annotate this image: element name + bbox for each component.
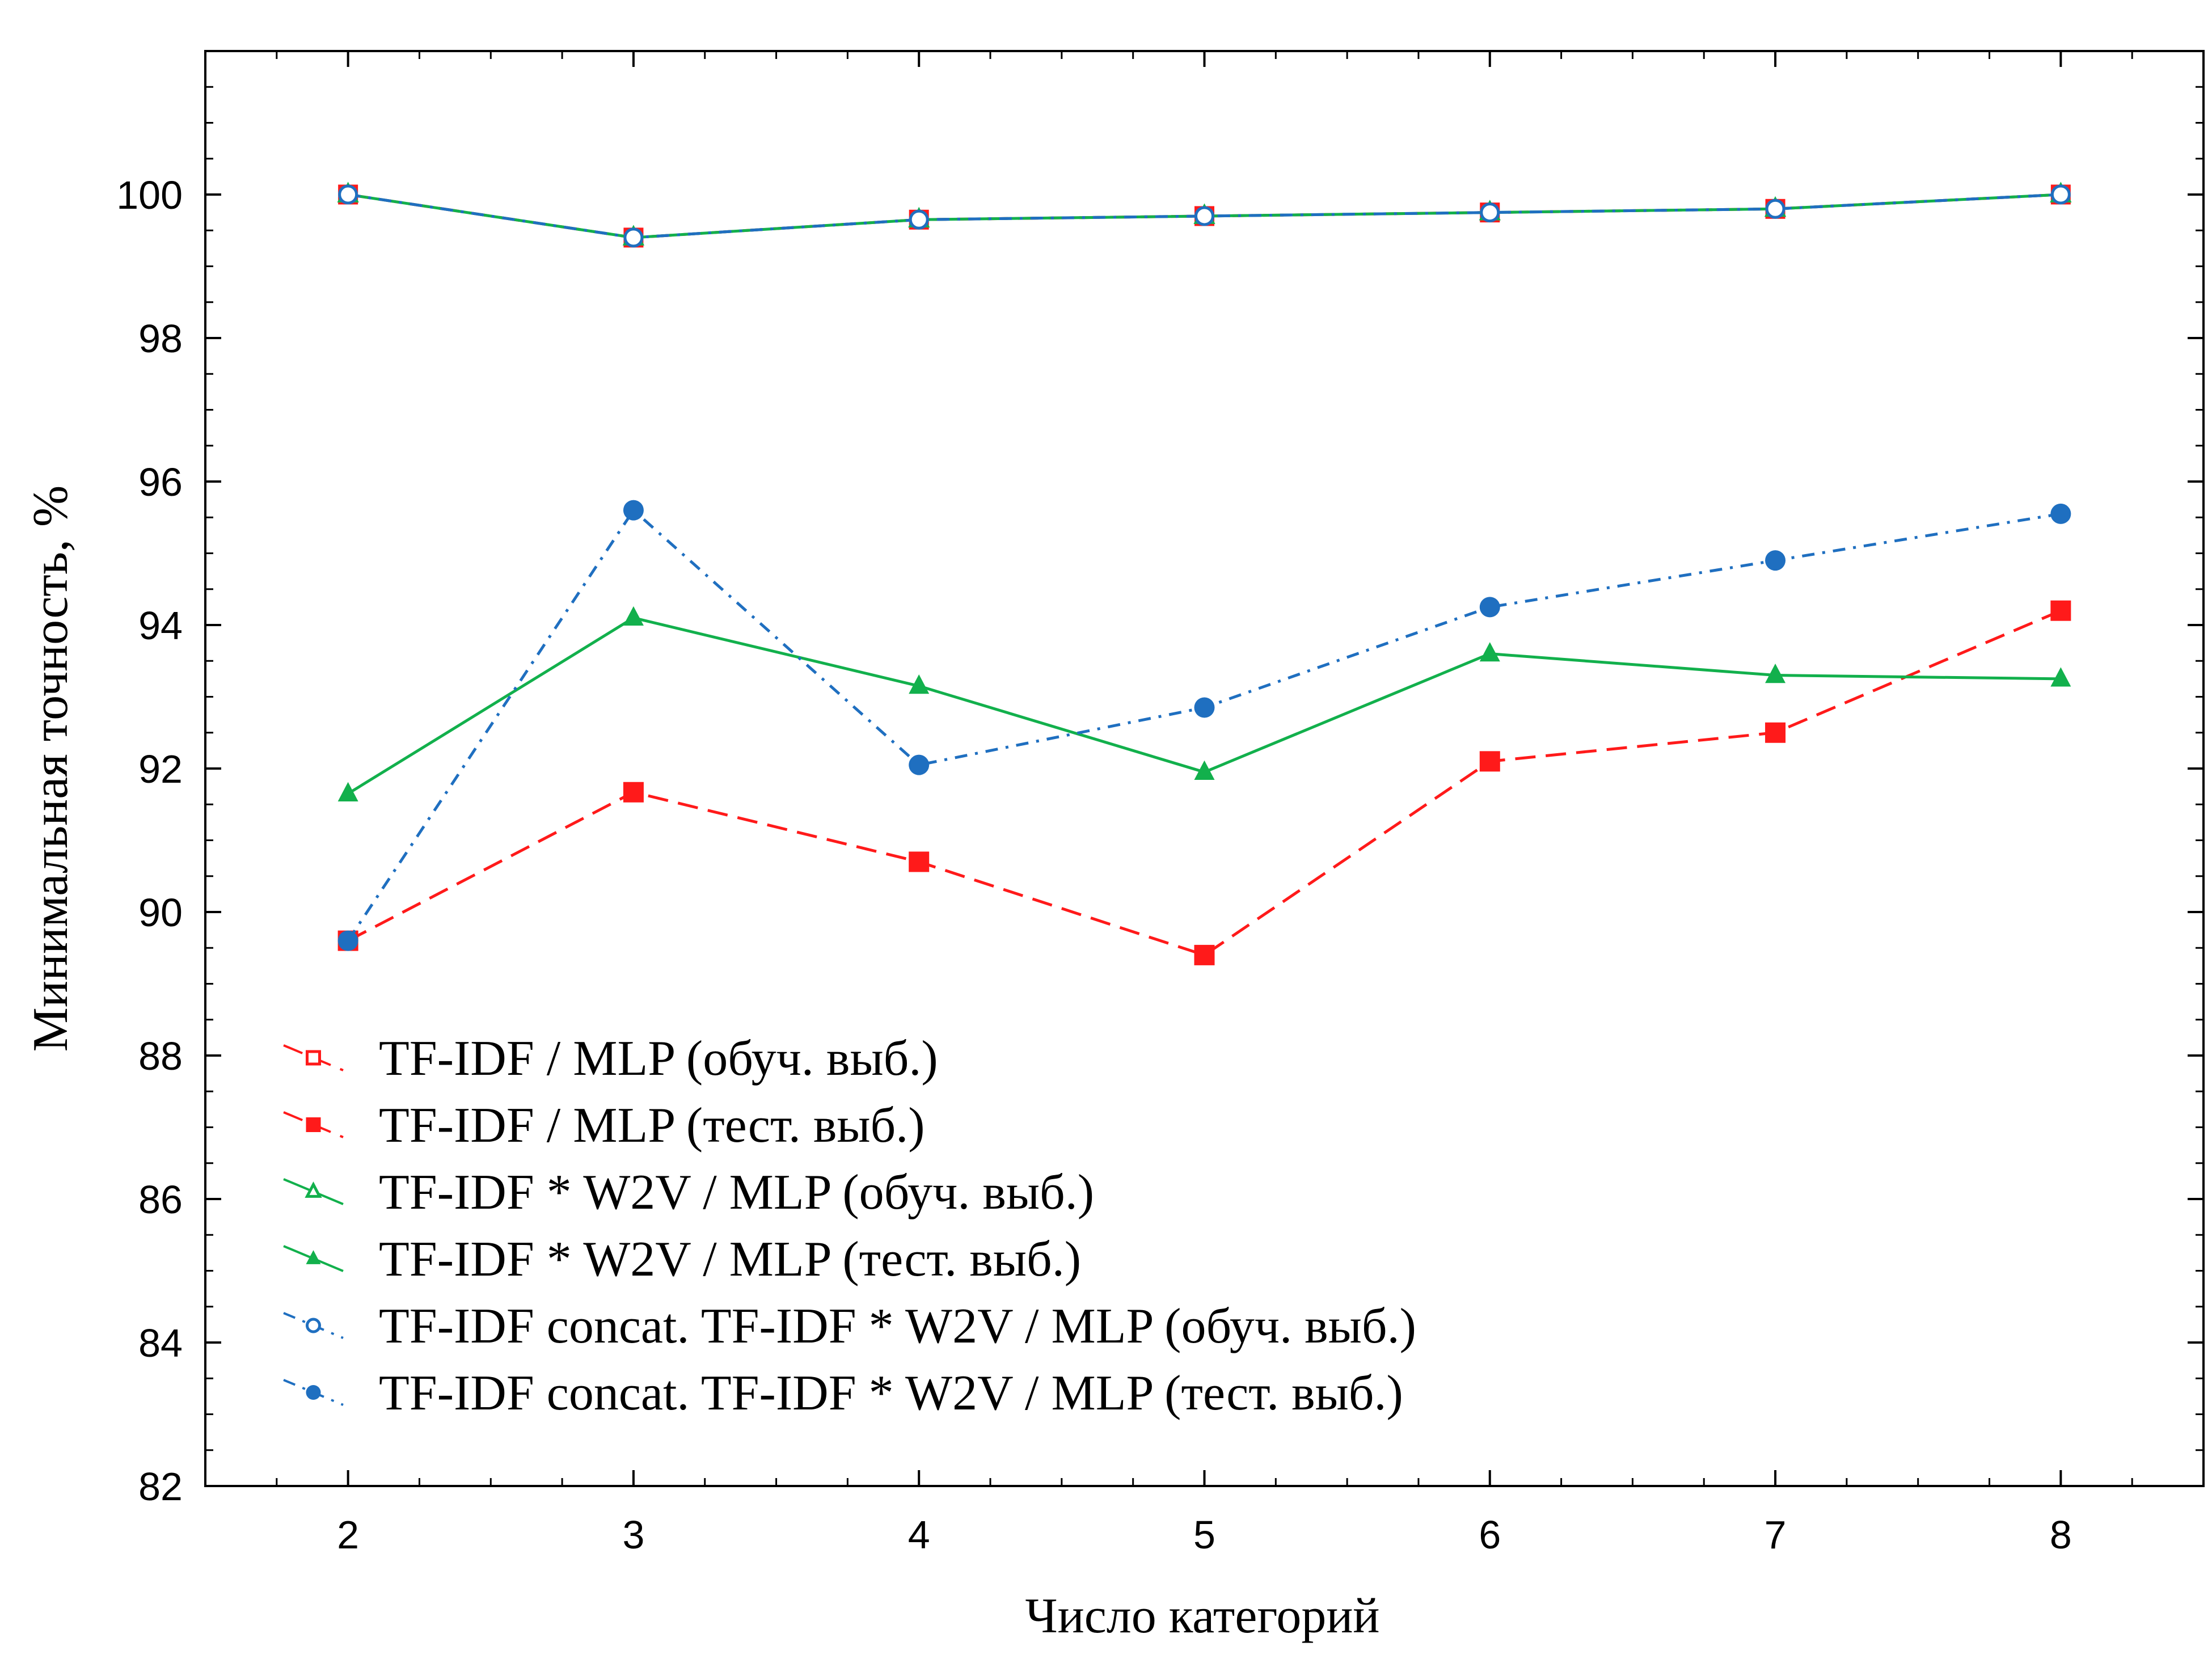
x-tick-label: 8 bbox=[2050, 1513, 2072, 1557]
series-5 bbox=[338, 184, 2071, 248]
legend-marker bbox=[306, 1318, 321, 1333]
data-point bbox=[338, 184, 358, 205]
legend-item: TF-IDF concat. TF-IDF * W2V / MLP (обуч.… bbox=[283, 1299, 1416, 1354]
y-tick-label: 84 bbox=[138, 1321, 183, 1365]
data-point bbox=[623, 227, 644, 248]
legend-label: TF-IDF concat. TF-IDF * W2V / MLP (обуч.… bbox=[379, 1299, 1416, 1354]
legend-label: TF-IDF * W2V / MLP (обуч. выб.) bbox=[379, 1165, 1094, 1220]
data-point bbox=[1479, 642, 1500, 662]
data-point bbox=[337, 930, 358, 951]
x-tick-label: 3 bbox=[622, 1513, 644, 1557]
minor-ticks bbox=[204, 51, 2205, 1486]
y-axis-title: Минимальная точность, % bbox=[23, 486, 78, 1052]
data-point bbox=[623, 782, 644, 803]
y-tick-label: 90 bbox=[138, 890, 183, 935]
legend: TF-IDF / MLP (обуч. выб.) TF-IDF / MLP (т… bbox=[283, 1031, 1416, 1421]
data-point bbox=[1765, 550, 1786, 571]
y-tick-label: 96 bbox=[138, 460, 183, 504]
x-tick-label: 6 bbox=[1479, 1513, 1501, 1557]
data-point bbox=[1479, 751, 1500, 772]
data-point bbox=[2050, 667, 2071, 687]
y-tick-label: 92 bbox=[138, 747, 183, 791]
legend-label: TF-IDF concat. TF-IDF * W2V / MLP (тест.… bbox=[379, 1366, 1403, 1421]
x-tick-label: 5 bbox=[1193, 1513, 1215, 1557]
series-4 bbox=[337, 606, 2071, 801]
series-2 bbox=[337, 600, 2071, 965]
data-point bbox=[909, 754, 930, 775]
data-point bbox=[2050, 600, 2071, 621]
data-point bbox=[337, 782, 358, 801]
x-tick-label: 2 bbox=[337, 1513, 359, 1557]
data-point bbox=[909, 209, 929, 230]
data-point bbox=[1194, 944, 1215, 965]
y-axis: 82 84 86 88 90 92 94 96 98 100 bbox=[116, 173, 2203, 1509]
data-point bbox=[623, 500, 644, 521]
legend-item: TF-IDF * W2V / MLP (обуч. выб.) bbox=[283, 1165, 1094, 1220]
data-point bbox=[1480, 202, 1500, 223]
y-tick-label: 88 bbox=[138, 1034, 183, 1078]
legend-marker bbox=[306, 1250, 321, 1264]
data-point bbox=[623, 606, 644, 626]
data-point bbox=[1765, 199, 1785, 219]
legend-item: TF-IDF concat. TF-IDF * W2V / MLP (тест.… bbox=[283, 1366, 1403, 1421]
legend-item: TF-IDF * W2V / MLP (тест. выб.) bbox=[283, 1232, 1081, 1287]
data-point bbox=[1479, 597, 1500, 618]
legend-item: TF-IDF / MLP (тест. выб.) bbox=[283, 1098, 925, 1153]
legend-item: TF-IDF / MLP (обуч. выб.) bbox=[283, 1031, 938, 1086]
data-point bbox=[909, 674, 930, 694]
data-point bbox=[1765, 664, 1786, 683]
data-point bbox=[2050, 184, 2071, 205]
legend-marker bbox=[306, 1050, 321, 1066]
series-6 bbox=[337, 500, 2071, 951]
y-tick-label: 98 bbox=[138, 316, 183, 361]
legend-label: TF-IDF / MLP (тест. выб.) bbox=[379, 1098, 925, 1153]
series-line bbox=[347, 609, 2062, 957]
y-tick-label: 86 bbox=[138, 1177, 183, 1222]
x-tick-label: 4 bbox=[908, 1513, 930, 1557]
data-point bbox=[1194, 760, 1215, 780]
data-point bbox=[1194, 697, 1215, 718]
series-layer bbox=[337, 181, 2072, 965]
x-axis-title: Число категорий bbox=[1025, 1589, 1379, 1644]
data-point bbox=[2050, 503, 2071, 524]
legend-label: TF-IDF / MLP (обуч. выб.) bbox=[379, 1031, 938, 1086]
y-tick-label: 100 bbox=[116, 173, 183, 217]
data-point bbox=[1765, 722, 1786, 743]
data-point bbox=[909, 851, 930, 872]
x-tick-label: 7 bbox=[1764, 1513, 1787, 1557]
data-point bbox=[1194, 206, 1214, 226]
legend-marker bbox=[305, 1181, 322, 1198]
y-tick-label: 82 bbox=[138, 1464, 183, 1509]
x-axis: 2 3 4 5 6 7 8 bbox=[337, 51, 2072, 1557]
legend-marker bbox=[306, 1385, 321, 1400]
legend-marker bbox=[306, 1117, 321, 1132]
legend-label: TF-IDF * W2V / MLP (тест. выб.) bbox=[379, 1232, 1081, 1287]
y-tick-label: 94 bbox=[138, 603, 183, 648]
series-line bbox=[347, 508, 2061, 942]
